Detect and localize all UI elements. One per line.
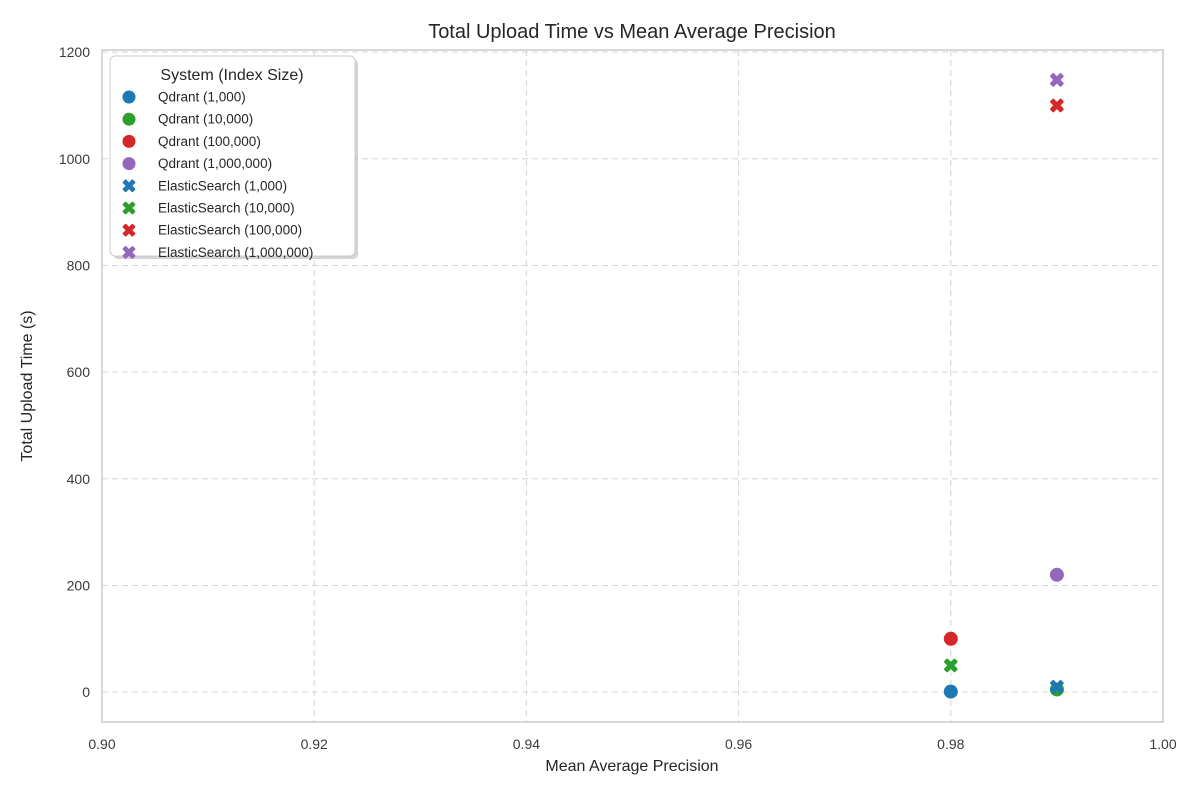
x-tick-label: 0.96 — [725, 736, 752, 752]
y-tick-label: 200 — [67, 577, 91, 593]
legend-item-label: ElasticSearch (1,000,000) — [158, 245, 313, 260]
y-axis-label: Total Upload Time (s) — [19, 310, 36, 461]
data-points — [943, 73, 1064, 699]
x-tick-label: 0.94 — [513, 736, 540, 752]
legend-item-label: Qdrant (10,000) — [158, 112, 253, 127]
x-tick-label: 0.90 — [88, 736, 115, 752]
scatter-marker-x — [943, 658, 958, 673]
scatter-marker-circle — [943, 631, 958, 646]
scatter-marker-circle — [122, 134, 136, 148]
scatter-marker-x — [122, 179, 136, 193]
legend-title: System (Index Size) — [160, 67, 303, 84]
y-tick-label: 400 — [67, 471, 91, 487]
y-tick-label: 1000 — [59, 151, 90, 167]
x-axis-label: Mean Average Precision — [545, 758, 718, 775]
y-tick-label: 0 — [82, 684, 90, 700]
legend-item-label: Qdrant (1,000) — [158, 90, 246, 105]
legend-box — [109, 55, 356, 257]
x-tick-label: 0.92 — [301, 736, 328, 752]
plot-border — [101, 49, 1164, 723]
scatter-marker-x — [1050, 73, 1064, 87]
y-tick-label: 800 — [67, 257, 91, 273]
legend-item-label: ElasticSearch (1,000) — [158, 178, 287, 193]
scatter-marker-x — [122, 246, 136, 259]
scatter-marker-circle — [1049, 567, 1064, 582]
scatter-marker-x — [122, 223, 136, 237]
y-tick-label: 1200 — [59, 44, 90, 60]
scatter-marker-x — [122, 201, 136, 215]
y-axis-tick-labels: 0 200 400 600 800 1000 1200 — [59, 44, 90, 700]
legend: System (Index Size) Qdrant (1,000)Qdrant… — [109, 55, 358, 260]
scatter-marker-circle — [122, 90, 136, 104]
scatter-marker-circle — [943, 684, 958, 699]
scatter-marker-circle — [122, 157, 136, 171]
x-tick-label: 0.98 — [937, 736, 964, 752]
chart-title: Total Upload Time vs Mean Average Precis… — [428, 21, 836, 43]
legend-item-label: ElasticSearch (100,000) — [158, 223, 302, 238]
scatter-marker-x — [1050, 679, 1064, 694]
legend-item-label: Qdrant (1,000,000) — [158, 156, 272, 171]
x-axis-tick-labels: 0.90 0.92 0.94 0.96 0.98 1.00 — [88, 736, 1176, 752]
y-tick-label: 600 — [67, 364, 91, 380]
x-tick-label: 1.00 — [1149, 736, 1176, 752]
scatter-marker-x — [1050, 98, 1064, 113]
legend-item-label: ElasticSearch (10,000) — [158, 201, 295, 216]
legend-items: Qdrant (1,000) Qdrant (10,000) Qdrant (100… — [122, 90, 313, 260]
legend-item-label: Qdrant (100,000) — [158, 134, 261, 149]
scatter-marker-circle — [122, 112, 136, 126]
